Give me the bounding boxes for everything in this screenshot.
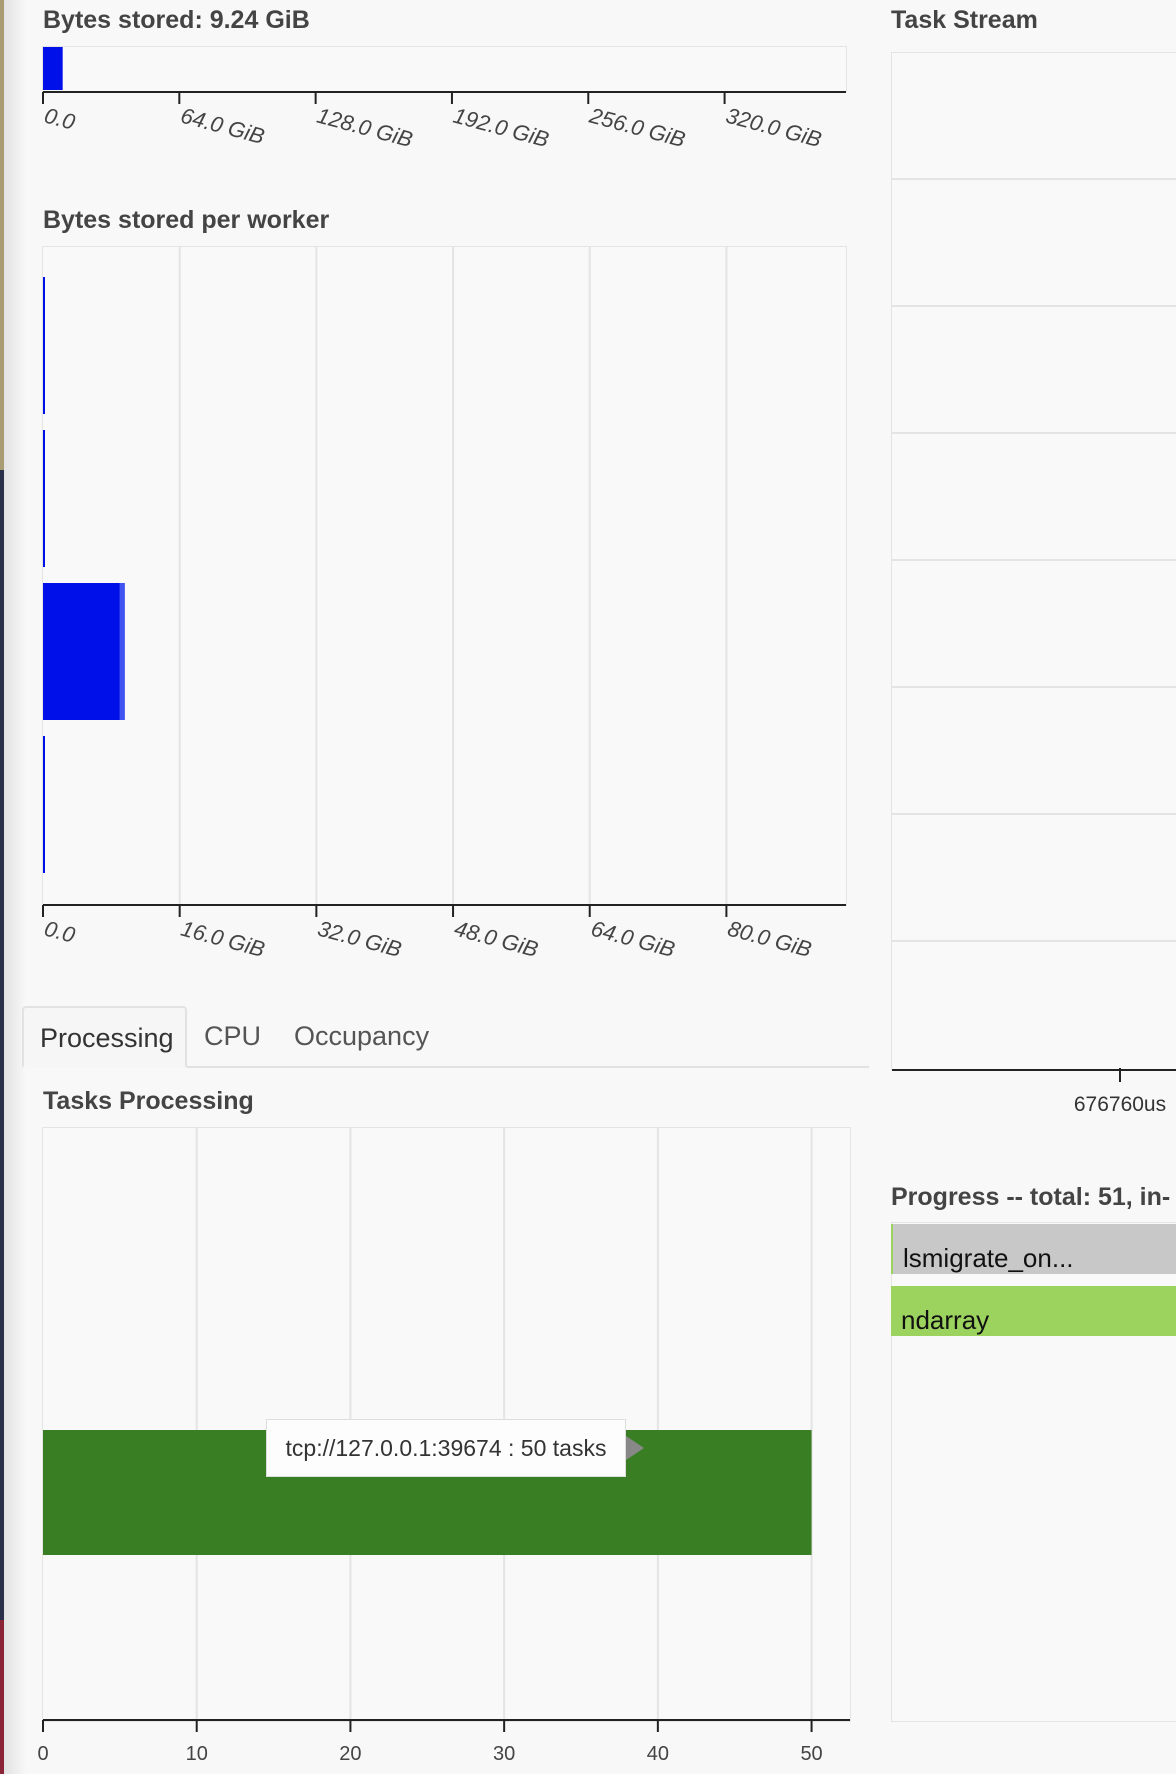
bytes-stored-title: Bytes stored: 9.24 GiB <box>43 6 310 34</box>
bytes-stored-tick-label: 64.0 GiB <box>178 103 267 149</box>
tasks-processing-tick-label: 30 <box>493 1743 515 1765</box>
window-edge-shadow <box>4 0 26 1774</box>
tasks-processing-tick-label: 50 <box>800 1743 822 1765</box>
memory-bar <box>43 47 63 90</box>
worker-memory-spill-bar <box>119 583 125 720</box>
worker-memory-bar <box>43 277 45 414</box>
tasks-processing-title: Tasks Processing <box>43 1087 254 1115</box>
bytes-stored-tick-label: 128.0 GiB <box>314 103 415 152</box>
task-stream-chart <box>892 178 1176 1082</box>
tab-processing[interactable]: Processing <box>22 1006 187 1068</box>
bytes-per-worker-tick-label: 16.0 GiB <box>178 916 267 962</box>
worker-memory-bar <box>43 736 45 873</box>
bytes-stored-tick-label: 256.0 GiB <box>586 102 688 152</box>
task-stream-title: Task Stream <box>891 6 1038 34</box>
tab-bar: Processing CPU Occupancy <box>22 1006 869 1068</box>
tasks-processing-tick-label: 0 <box>37 1743 48 1765</box>
worker-memory-bar <box>43 430 45 567</box>
worker-tooltip: tcp://127.0.0.1:39674 : 50 tasks <box>266 1419 626 1477</box>
bytes-per-worker-tick-label: 64.0 GiB <box>588 916 677 962</box>
bytes-per-worker-tick-label: 48.0 GiB <box>452 916 541 962</box>
tab-cpu[interactable]: CPU <box>204 1021 262 1051</box>
progress-bar-ndarray[interactable]: ndarray <box>891 1286 1176 1336</box>
progress-title: Progress -- total: 51, in- <box>891 1183 1171 1211</box>
bytes-per-worker-tick-label: 0.0 <box>42 916 79 948</box>
bytes-per-worker-plot <box>42 246 847 906</box>
tasks-processing-tick-label: 10 <box>186 1743 208 1765</box>
bytes-stored-tick-label: 320.0 GiB <box>723 103 824 152</box>
worker-memory-bar <box>43 583 120 720</box>
window-edge <box>0 0 4 1774</box>
bytes-stored-plot <box>42 46 847 92</box>
bytes-per-worker-tick-label: 80.0 GiB <box>725 916 814 962</box>
tab-occupancy[interactable]: Occupancy <box>294 1021 430 1051</box>
tasks-processing-tick-label: 40 <box>647 1743 669 1765</box>
tasks-processing-tick-label: 20 <box>339 1743 361 1765</box>
tooltip-arrow-icon <box>626 1436 644 1460</box>
bytes-per-worker-title: Bytes stored per worker <box>43 206 330 234</box>
bytes-per-worker-tick-label: 32.0 GiB <box>315 916 404 962</box>
task-stream-axis-label: 676760us <box>1073 1093 1167 1116</box>
progress-bar-lsmigrate[interactable]: lsmigrate_on... <box>891 1224 1176 1274</box>
bytes-stored-tick-label: 192.0 GiB <box>451 103 552 152</box>
bytes-stored-tick-label: 0.0 <box>42 103 79 135</box>
